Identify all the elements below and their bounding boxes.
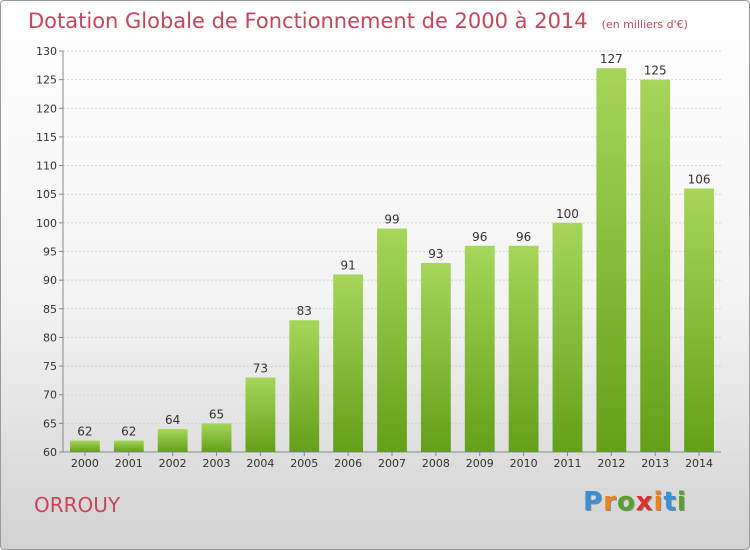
bar-2010 bbox=[508, 245, 539, 452]
data-label: 99 bbox=[384, 213, 399, 227]
chart-title: Dotation Globale de Fonctionnement de 20… bbox=[28, 9, 588, 33]
bar-2008 bbox=[420, 262, 451, 452]
y-tick-label: 95 bbox=[43, 246, 57, 259]
bar-2012 bbox=[596, 68, 627, 452]
y-tick-label: 60 bbox=[43, 446, 57, 459]
chart-unit: (en milliers d'€) bbox=[601, 18, 688, 31]
brand-logo: Proxiti bbox=[583, 487, 687, 517]
x-tick-label: 2010 bbox=[510, 457, 538, 470]
data-label: 83 bbox=[297, 304, 312, 318]
data-label: 73 bbox=[253, 362, 268, 376]
bar-2001 bbox=[113, 440, 144, 452]
brand-letter: i bbox=[676, 487, 687, 517]
y-tick-label: 80 bbox=[43, 331, 57, 344]
y-tick-label: 90 bbox=[43, 274, 57, 287]
y-tick-label: 110 bbox=[36, 160, 57, 173]
bar-layer: 62 62 64 65 73 83 91 99 93 96 96 100 127 125 106 bbox=[70, 52, 714, 453]
y-tick-label: 125 bbox=[36, 74, 57, 87]
brand-letter: o bbox=[616, 487, 636, 517]
y-tick-label: 120 bbox=[36, 102, 57, 115]
data-label: 100 bbox=[556, 207, 579, 221]
brand-letter: P bbox=[583, 487, 604, 517]
brand-letter: t bbox=[663, 487, 677, 517]
data-label: 65 bbox=[209, 407, 224, 421]
x-tick-label: 2008 bbox=[422, 457, 450, 470]
y-tick-label: 105 bbox=[36, 188, 57, 201]
brand-letter: r bbox=[603, 487, 617, 517]
bar-2002 bbox=[157, 429, 188, 452]
x-tick-label: 2004 bbox=[246, 457, 274, 470]
x-tick-label: 2001 bbox=[115, 457, 143, 470]
data-label: 106 bbox=[688, 172, 711, 186]
y-tick-label: 70 bbox=[43, 389, 57, 402]
x-tick-label: 2005 bbox=[290, 457, 318, 470]
data-label: 62 bbox=[121, 425, 136, 439]
bar-2007 bbox=[377, 228, 407, 452]
x-tick-label: 2009 bbox=[466, 457, 494, 470]
y-tick-label: 65 bbox=[43, 417, 57, 430]
x-tick-label: 2012 bbox=[597, 457, 625, 470]
bar-2003 bbox=[201, 423, 232, 452]
bar-2000 bbox=[70, 440, 100, 452]
x-tick-label: 2002 bbox=[159, 457, 187, 470]
data-label: 91 bbox=[340, 258, 355, 272]
data-label: 64 bbox=[165, 413, 180, 427]
y-tick-label: 115 bbox=[36, 131, 57, 144]
bar-2005 bbox=[289, 320, 320, 452]
bar-2013 bbox=[640, 79, 671, 453]
bar-2009 bbox=[464, 245, 495, 452]
data-label: 96 bbox=[516, 230, 531, 244]
x-tick-label: 2006 bbox=[334, 457, 362, 470]
bar-2004 bbox=[245, 377, 276, 452]
data-label: 125 bbox=[644, 64, 667, 78]
data-label: 96 bbox=[472, 230, 487, 244]
y-tick-label: 130 bbox=[36, 45, 57, 58]
bar-2014 bbox=[684, 188, 714, 452]
bar-2011 bbox=[552, 222, 583, 452]
brand-letter: x bbox=[635, 487, 654, 517]
x-tick-label: 2013 bbox=[641, 457, 669, 470]
commune-name: ORROUY bbox=[34, 493, 121, 517]
bar-2006 bbox=[333, 274, 364, 452]
brand-letter: i bbox=[653, 487, 664, 517]
x-tick-label: 2007 bbox=[378, 457, 406, 470]
y-tick-label: 100 bbox=[36, 217, 57, 230]
x-tick-label: 2003 bbox=[203, 457, 231, 470]
title-row: Dotation Globale de Fonctionnement de 20… bbox=[28, 9, 688, 33]
y-tick-label: 85 bbox=[43, 303, 57, 316]
x-tick-label: 2011 bbox=[553, 457, 581, 470]
data-label: 93 bbox=[428, 247, 443, 261]
data-label: 127 bbox=[600, 52, 623, 66]
data-label: 62 bbox=[77, 425, 92, 439]
y-tick-label: 75 bbox=[43, 360, 57, 373]
x-tick-label: 2000 bbox=[71, 457, 99, 470]
x-tick-label: 2014 bbox=[685, 457, 713, 470]
